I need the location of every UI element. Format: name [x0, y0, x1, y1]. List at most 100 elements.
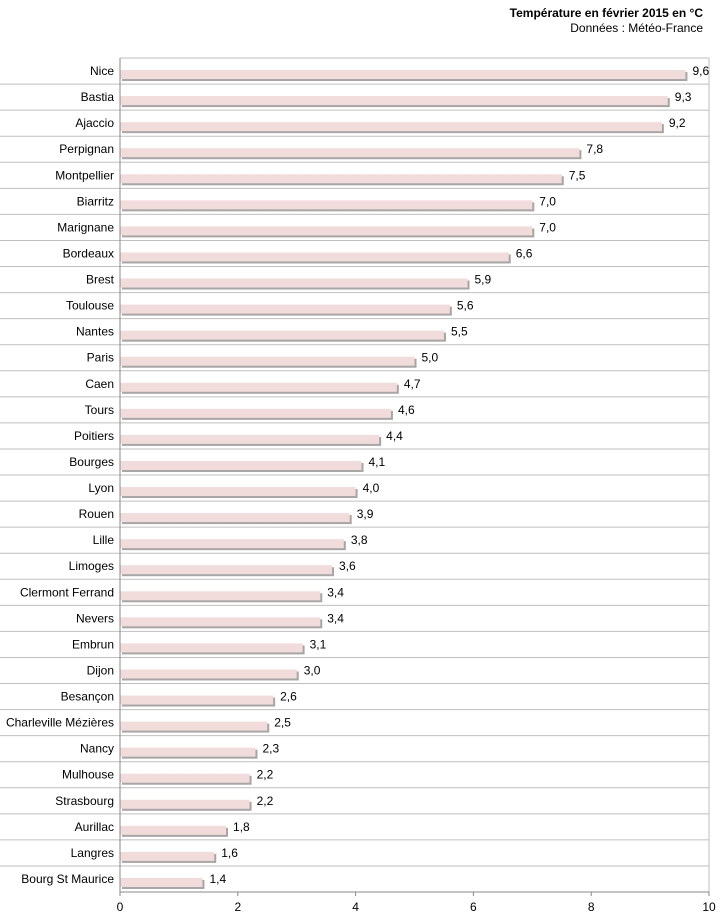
value-label: 2,2 [257, 768, 274, 782]
x-tick-label: 8 [588, 900, 595, 914]
chart-subtitle: Données : Météo-France [570, 21, 703, 35]
value-label: 4,6 [398, 403, 415, 417]
bar [120, 174, 562, 184]
bar [120, 408, 391, 418]
category-label: Marignane [57, 220, 114, 234]
value-label: 2,3 [262, 742, 279, 756]
grid-layer [0, 57, 710, 892]
category-label: Toulouse [66, 299, 114, 313]
category-label: Lille [93, 533, 115, 547]
category-label: Bourges [69, 455, 114, 469]
bar [120, 565, 333, 575]
bar [120, 539, 344, 549]
value-label: 7,8 [586, 142, 603, 156]
category-label: Brest [86, 273, 115, 287]
value-label: 7,0 [539, 220, 556, 234]
bar [120, 721, 268, 731]
axis-layer: 0 2 4 6 8 10 [117, 58, 716, 914]
bar-layer [120, 70, 688, 889]
category-label: Montpellier [55, 168, 114, 182]
category-label: Poitiers [74, 429, 114, 443]
bar [120, 695, 274, 705]
category-label: Bordeaux [63, 246, 114, 260]
bar [120, 356, 415, 366]
bar [120, 669, 297, 679]
bar [120, 200, 533, 210]
category-label: Bourg St Maurice [21, 872, 114, 886]
chart-title: Température en février 2015 en °C [509, 6, 703, 20]
value-label: 1,4 [209, 872, 226, 886]
value-label: 2,6 [280, 690, 297, 704]
bar [120, 304, 450, 314]
category-label: Langres [71, 846, 114, 860]
value-label: 2,2 [257, 794, 274, 808]
value-label: 3,1 [310, 637, 327, 651]
bar [120, 877, 203, 887]
bar [120, 643, 303, 653]
category-label: Ajaccio [75, 116, 114, 130]
x-tick-label: 0 [117, 900, 124, 914]
value-label: 7,0 [539, 194, 556, 208]
category-label: Aurillac [75, 820, 114, 834]
bar [120, 252, 509, 262]
category-label: Lyon [88, 481, 114, 495]
category-label: Perpignan [59, 142, 114, 156]
value-label: 4,4 [386, 429, 403, 443]
x-tick-label: 4 [352, 900, 359, 914]
x-tick-label: 2 [234, 900, 241, 914]
bar [120, 122, 662, 132]
bar [120, 278, 468, 288]
bar [120, 487, 356, 497]
value-label: 1,8 [233, 820, 250, 834]
value-label: 5,5 [451, 325, 468, 339]
bar [120, 799, 250, 809]
category-label: Nevers [76, 611, 114, 625]
bar [120, 96, 668, 106]
category-label: Nantes [76, 325, 114, 339]
value-label: 9,2 [669, 116, 686, 130]
value-label: 2,5 [274, 716, 291, 730]
value-label: 1,6 [221, 846, 238, 860]
value-label: 3,4 [327, 585, 344, 599]
bar [120, 825, 227, 835]
bar [120, 434, 380, 444]
value-label: 9,6 [692, 64, 709, 78]
bar [120, 460, 362, 470]
value-label: 5,6 [457, 299, 474, 313]
category-label: Caen [85, 377, 114, 391]
value-label: 7,5 [569, 168, 586, 182]
category-label: Nancy [80, 742, 114, 756]
label-layer: Nice 9,6 Bastia 9,3 Ajaccio 9,2 Perpignan 7,8 Mo… [6, 64, 709, 886]
bar [120, 330, 444, 340]
value-label: 3,9 [357, 507, 374, 521]
bar [120, 513, 350, 523]
bar [120, 851, 215, 861]
bar [120, 591, 321, 601]
bar [120, 617, 321, 627]
category-label: Limoges [69, 559, 114, 573]
category-label: Strasbourg [55, 794, 114, 808]
value-label: 5,9 [475, 273, 492, 287]
value-label: 5,0 [422, 351, 439, 365]
value-label: 9,3 [675, 90, 692, 104]
category-label: Rouen [79, 507, 114, 521]
value-label: 4,7 [404, 377, 421, 391]
category-label: Tours [85, 403, 114, 417]
value-label: 3,8 [351, 533, 368, 547]
category-label: Besançon [61, 690, 114, 704]
value-label: 3,0 [304, 663, 321, 677]
value-label: 6,6 [516, 246, 533, 260]
category-label: Mulhouse [62, 768, 114, 782]
category-label: Embrun [72, 637, 114, 651]
category-label: Biarritz [77, 194, 114, 208]
category-label: Charleville Mézières [6, 716, 114, 730]
category-label: Clermont Ferrand [20, 585, 114, 599]
value-label: 4,1 [368, 455, 385, 469]
x-tick-label: 6 [470, 900, 477, 914]
bar [120, 382, 397, 392]
bar [120, 70, 686, 80]
bar [120, 747, 256, 757]
bar [120, 226, 533, 236]
bar [120, 148, 580, 158]
